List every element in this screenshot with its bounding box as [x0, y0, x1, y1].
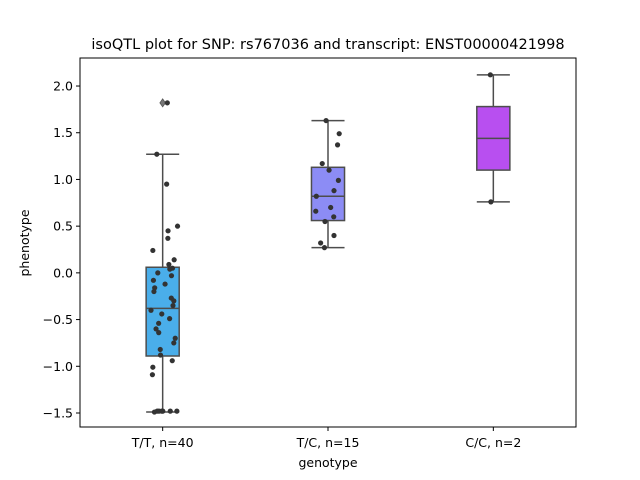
data-point [313, 208, 319, 214]
data-point [313, 193, 319, 199]
x-axis: T/T, n=40 T/C, n=15 C/C, n=2 [131, 427, 521, 450]
x-tick-label: C/C, n=2 [465, 435, 521, 450]
data-point [157, 346, 163, 353]
data-point [328, 204, 334, 211]
box-group-3 [476, 74, 511, 203]
box-group-1 [145, 98, 180, 413]
data-point [331, 232, 337, 239]
data-point [170, 302, 176, 309]
y-tick-label: −0.5 [43, 312, 73, 327]
data-point [153, 326, 159, 332]
data-point [162, 281, 168, 287]
data-point [164, 181, 170, 187]
x-tick-label: T/C, n=15 [296, 435, 360, 450]
data-point [167, 408, 173, 414]
data-point [151, 288, 157, 295]
data-point [487, 72, 493, 78]
data-point [321, 245, 328, 251]
y-axis-label: phenotype [17, 209, 32, 276]
box-group-2 [310, 119, 346, 249]
data-point [155, 270, 161, 276]
y-tick-label: −1.0 [43, 359, 73, 374]
data-point [165, 235, 171, 241]
data-point [159, 311, 165, 317]
data-point [164, 100, 170, 106]
data-point [172, 335, 178, 341]
data-point [323, 117, 329, 124]
data-point [171, 257, 177, 263]
data-point [326, 167, 332, 173]
data-point [334, 142, 341, 148]
data-point [159, 408, 165, 414]
data-point [335, 177, 341, 183]
data-point [151, 409, 158, 415]
data-point [156, 320, 162, 326]
data-point [168, 273, 175, 279]
x-axis-label: genotype [298, 455, 357, 470]
data-point [331, 214, 337, 220]
y-tick-label: 1.0 [53, 172, 73, 187]
data-point [165, 228, 171, 234]
y-tick-label: 0.5 [53, 219, 73, 234]
data-point [318, 240, 324, 246]
chart-title: isoQTL plot for SNP: rs767036 and transc… [91, 37, 564, 53]
data-point [167, 316, 173, 322]
outlier-marker [159, 98, 166, 108]
y-tick-label: −1.5 [43, 405, 73, 420]
data-point [150, 247, 156, 254]
data-point [322, 218, 328, 225]
x-tick-label: T/T, n=40 [131, 435, 194, 450]
data-point [319, 160, 325, 167]
y-tick-label: 1.5 [53, 125, 73, 140]
y-axis: −1.5 −1.0 −0.5 0.0 0.5 1.0 1.5 2.0 [43, 79, 80, 420]
data-point [149, 372, 156, 378]
data-point [488, 199, 494, 205]
data-point [167, 266, 173, 272]
y-tick-label: 0.0 [53, 265, 73, 280]
data-point [150, 277, 157, 283]
data-point [174, 223, 181, 229]
data-point [166, 261, 172, 268]
plot-area [145, 72, 511, 415]
y-tick-label: 2.0 [53, 79, 73, 94]
data-point [171, 298, 177, 304]
points-group-1 [148, 100, 181, 415]
points-group-2 [313, 117, 342, 251]
data-point [169, 358, 175, 364]
data-point [150, 364, 156, 370]
data-point [174, 408, 180, 414]
data-point [157, 352, 164, 358]
points-group-3 [487, 72, 494, 205]
data-point [171, 340, 177, 346]
data-point [148, 307, 154, 313]
data-point [154, 151, 160, 157]
data-point [331, 188, 337, 194]
data-point [156, 330, 162, 336]
data-point [336, 131, 342, 137]
